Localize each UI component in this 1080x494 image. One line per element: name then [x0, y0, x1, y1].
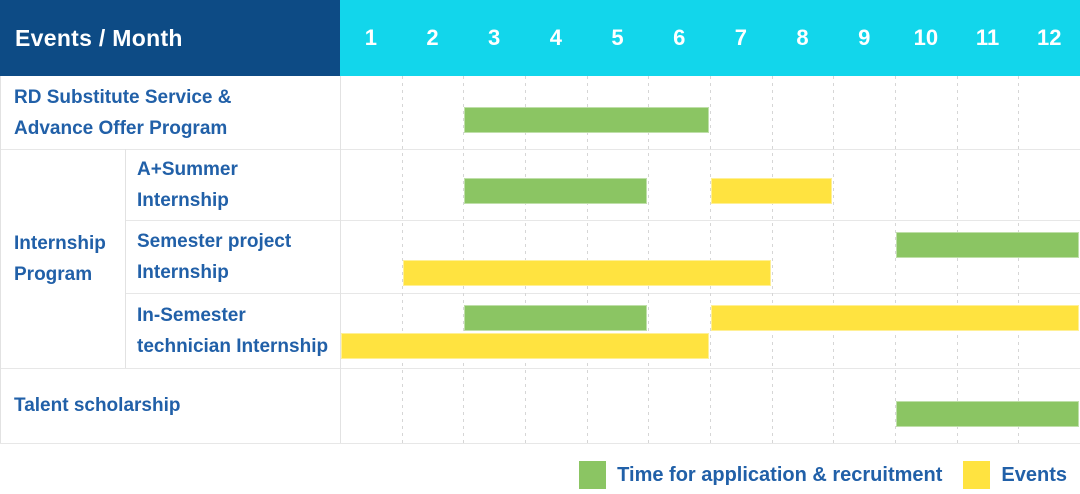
month-header-6: 6 [673, 25, 686, 50]
gantt-bar-green-row2 [464, 178, 648, 204]
row-divider [125, 220, 1080, 221]
month-header-7: 7 [734, 25, 747, 50]
month-header-1: 1 [364, 25, 377, 50]
label-line: Talent scholarship [14, 395, 181, 416]
month-gridline [710, 76, 711, 443]
label-line: Program [14, 263, 93, 285]
gantt-bar-yellow-row2 [711, 178, 833, 204]
month-header-5: 5 [611, 25, 624, 50]
group-label-internship-program: Internship Program [0, 149, 125, 368]
label-line: Semester project [137, 230, 292, 252]
gantt-bar-yellow-row4 [341, 333, 709, 359]
label-line: Advance Offer Program [14, 117, 228, 139]
legend-swatch-yellow [963, 461, 991, 489]
legend-label-application: Time for application & recruitment [617, 463, 943, 486]
legend-swatch-green [579, 461, 607, 489]
month-header-11: 11 [975, 25, 1000, 50]
month-header-8: 8 [796, 25, 809, 50]
legend-item-application: Time for application & recruitment [579, 461, 942, 489]
row-label-talent-scholarship: Talent scholarship [0, 368, 340, 443]
month-gridline [1018, 76, 1019, 443]
gantt-bar-green-row5 [896, 401, 1079, 427]
row-divider [0, 149, 1080, 150]
label-line: Internship [137, 189, 229, 211]
month-header-2: 2 [426, 25, 439, 50]
corner-header: Events / Month [0, 0, 340, 76]
month-gridline [772, 76, 773, 443]
month-gridline [648, 76, 649, 443]
gantt-bar-green-row3 [896, 232, 1079, 258]
column-divider [340, 76, 341, 443]
month-gridline [463, 76, 464, 443]
label-line: A+Summer [137, 158, 238, 180]
gantt-bar-green-row1 [464, 107, 709, 133]
row-label-a-plus-summer: A+Summer Internship [125, 149, 340, 220]
month-gridline [402, 76, 403, 443]
label-line: Internship [14, 232, 106, 254]
month-header-9: 9 [858, 25, 871, 50]
month-gridline [833, 76, 834, 443]
row-label-semester-project: Semester project Internship [125, 220, 340, 293]
label-line: In-Semester [137, 304, 246, 326]
month-header-10: 10 [913, 25, 939, 50]
month-gridline [895, 76, 896, 443]
row-label-rd-substitute: RD Substitute Service & Advance Offer Pro… [0, 76, 340, 149]
month-gridline [957, 76, 958, 443]
month-header-4: 4 [549, 25, 562, 50]
column-divider [125, 149, 126, 368]
legend: Time for application & recruitment Event… [579, 461, 1067, 489]
month-gridline [587, 76, 588, 443]
row-divider [0, 368, 1080, 369]
legend-label-events: Events [1001, 463, 1067, 486]
column-divider [0, 76, 1, 443]
gantt-bar-green-row4 [464, 305, 648, 331]
label-line: technician Internship [137, 335, 329, 357]
legend-item-events: Events [963, 461, 1067, 489]
month-header-12: 12 [1036, 25, 1062, 50]
row-divider [0, 443, 1080, 444]
label-line: Internship [137, 261, 229, 283]
month-header-row: 1 2 3 4 5 6 7 8 9 10 11 12 [340, 0, 1080, 76]
label-line: RD Substitute Service & [14, 86, 232, 108]
month-gridline [525, 76, 526, 443]
gantt-bar-yellow-row3 [402, 260, 771, 286]
row-label-in-semester-technician: In-Semester technician Internship [125, 293, 340, 368]
month-header-3: 3 [488, 25, 501, 50]
row-divider [125, 293, 1080, 294]
gantt-bar-yellow-row4 [711, 305, 1079, 331]
